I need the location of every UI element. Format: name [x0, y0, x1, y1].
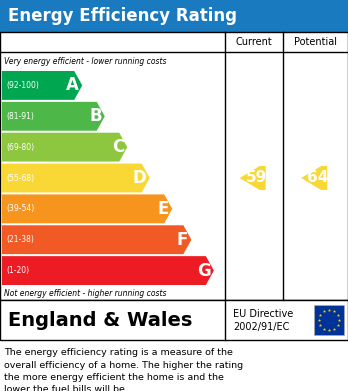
Text: (21-38): (21-38) [6, 235, 34, 244]
Bar [0, 32, 348, 300]
Bar [314, 305, 344, 335]
Text: A: A [66, 76, 79, 95]
Text: (39-54): (39-54) [6, 204, 34, 213]
Text: Very energy efficient - lower running costs: Very energy efficient - lower running co… [4, 57, 166, 66]
Text: B: B [89, 107, 102, 125]
Text: The energy efficiency rating is a measure of the
overall efficiency of a home. T: The energy efficiency rating is a measur… [4, 348, 243, 391]
Text: Potential: Potential [294, 37, 337, 47]
Text: Current: Current [236, 37, 272, 47]
Bar [0, 32, 348, 300]
Polygon shape [301, 166, 327, 190]
Bar [0, 300, 348, 340]
Text: Energy Efficiency Rating: Energy Efficiency Rating [8, 7, 237, 25]
Text: 59: 59 [245, 170, 267, 185]
Polygon shape [2, 102, 105, 131]
Polygon shape [2, 256, 214, 285]
Text: (92-100): (92-100) [6, 81, 39, 90]
Polygon shape [240, 166, 266, 190]
Polygon shape [2, 194, 172, 223]
Polygon shape [2, 163, 150, 192]
Polygon shape [2, 71, 82, 100]
Bar [0, 0, 348, 32]
Text: G: G [197, 262, 211, 280]
Text: 2002/91/EC: 2002/91/EC [233, 322, 290, 332]
Polygon shape [2, 133, 127, 161]
Text: (69-80): (69-80) [6, 143, 34, 152]
Text: EU Directive: EU Directive [233, 309, 293, 319]
Text: (81-91): (81-91) [6, 112, 34, 121]
Text: E: E [158, 200, 169, 218]
Text: 64: 64 [307, 170, 328, 185]
Text: C: C [112, 138, 124, 156]
Text: D: D [133, 169, 147, 187]
Text: (1-20): (1-20) [6, 266, 29, 275]
Text: (55-68): (55-68) [6, 174, 34, 183]
Polygon shape [2, 225, 191, 254]
Text: F: F [177, 231, 188, 249]
Text: England & Wales: England & Wales [8, 310, 192, 330]
Text: Not energy efficient - higher running costs: Not energy efficient - higher running co… [4, 289, 166, 298]
